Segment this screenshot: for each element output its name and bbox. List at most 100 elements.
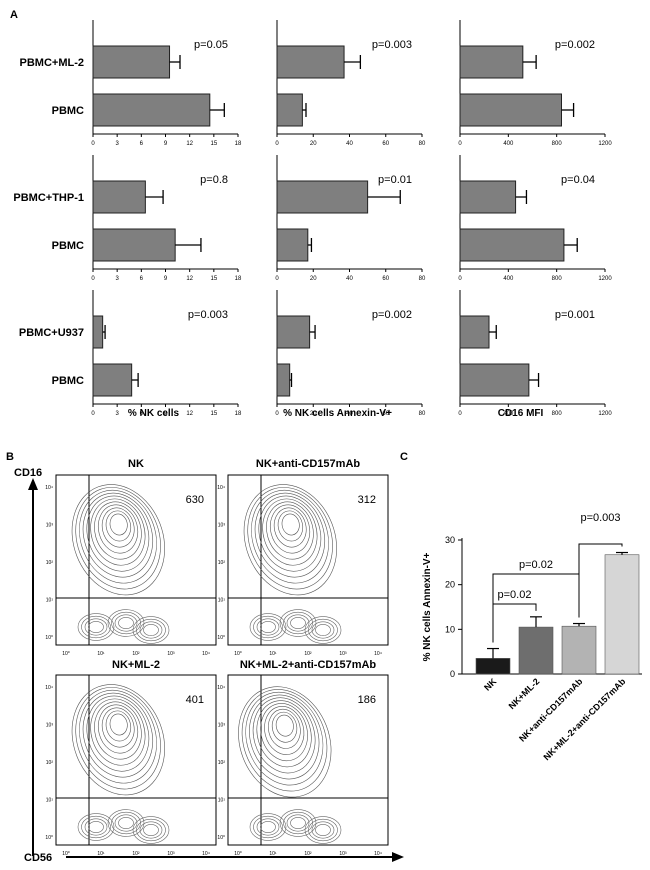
- contour-ring: [260, 703, 308, 762]
- contour-ring: [304, 816, 342, 844]
- bar-1: [92, 363, 133, 397]
- contour-ring: [79, 489, 157, 584]
- y-tick-label: 10: [445, 624, 455, 634]
- contour-ring: [247, 487, 333, 590]
- comparison-bracket-2: [578, 543, 623, 618]
- y-log-tick: 10²: [218, 560, 226, 566]
- contour-ring: [308, 618, 338, 642]
- bar-1: [276, 93, 303, 127]
- contour-ring: [97, 704, 139, 754]
- contour-ring: [249, 613, 287, 641]
- plot-frame: [227, 674, 389, 846]
- chart-r3c1: PBMC+U937 PBMC 0 3 6 9 12 15 18 p=0.003 % NK cells: [19, 290, 242, 419]
- p-value-annotation: p=0.01: [378, 174, 412, 186]
- x-tick-label: 40: [346, 411, 353, 417]
- x-log-tick: 10⁰: [234, 851, 242, 857]
- p-value-annotation: p=0.003: [372, 39, 412, 51]
- bar-1: [459, 363, 530, 397]
- y-log-tick: 10²: [218, 760, 226, 766]
- y-log-tick: 10³: [46, 523, 54, 529]
- contour-ring: [304, 616, 342, 644]
- y-axis-title: % NK cells Annexin-V+: [422, 552, 433, 661]
- x-tick-label: 1200: [598, 411, 612, 417]
- contour-ring: [71, 484, 165, 596]
- contour-ring: [82, 692, 153, 778]
- x-axis-title: CD16 MFI: [498, 408, 544, 419]
- contour-ring: [132, 816, 170, 844]
- contour-ring: [254, 492, 325, 578]
- x-tick-label: 18: [235, 276, 242, 282]
- plot-title: NK+anti-CD157mAb: [256, 458, 360, 470]
- contour-ring: [290, 617, 306, 629]
- x-tick-label: 18: [235, 411, 242, 417]
- contour-ring: [81, 615, 111, 639]
- contour-ring: [107, 609, 145, 637]
- x-tick-label: 0: [275, 141, 279, 147]
- x-log-tick: 10³: [167, 651, 175, 657]
- x-tick-label: 0: [275, 411, 279, 417]
- contour-ring: [249, 813, 287, 841]
- chart-r1c2: 0 20 40 60 80 p=0.003: [275, 20, 426, 147]
- p-value-annotation: p=0.05: [194, 39, 228, 51]
- x-log-tick: 10²: [304, 651, 312, 657]
- bar-0: [459, 45, 524, 79]
- x-tick-label: 15: [210, 411, 217, 417]
- x-log-tick: 10⁴: [202, 851, 210, 857]
- p-value-annotation: p=0.04: [561, 174, 595, 186]
- x-tick-label: 15: [210, 276, 217, 282]
- x-log-tick: 10²: [304, 851, 312, 857]
- panel-c-label: C: [400, 451, 408, 463]
- contour-ring: [136, 818, 166, 842]
- contour-ring: [111, 811, 141, 835]
- contour-ring: [90, 698, 146, 766]
- contour-ring: [143, 824, 159, 836]
- x-tick-label: 20: [310, 411, 317, 417]
- chart-r2c2: 0 20 40 60 80 p=0.01: [275, 155, 426, 282]
- contour-ring: [283, 611, 313, 635]
- x-tick-label: 3: [115, 141, 119, 147]
- contour-ring: [256, 618, 280, 636]
- contour-ring: [243, 484, 337, 596]
- contour-ring: [77, 613, 115, 641]
- contour-ring: [86, 495, 150, 572]
- contour-ring: [249, 694, 320, 780]
- x-tick-label: 0: [275, 276, 279, 282]
- chart-r1c3: 0 400 800 1200 p=0.002: [458, 20, 612, 147]
- mfi-value: 630: [186, 494, 204, 506]
- x-tick-label: 40: [346, 276, 353, 282]
- bar-1: [276, 363, 291, 397]
- contour-ring: [105, 710, 132, 742]
- x-tick-label: 6: [140, 411, 144, 417]
- category-label-1: PBMC: [52, 240, 84, 252]
- y-tick-label: 0: [450, 669, 455, 679]
- contour-ring: [245, 691, 324, 786]
- category-label-0: PBMC+ML-2: [20, 57, 84, 69]
- y-log-tick: 10¹: [218, 798, 226, 804]
- x-tick-label: 18: [235, 141, 242, 147]
- plot-title: NK+ML-2: [112, 659, 160, 671]
- contour-ring: [136, 618, 166, 642]
- contour-ring: [90, 498, 146, 566]
- y-log-tick: 10³: [218, 523, 226, 529]
- x-tick-label: 800: [552, 276, 563, 282]
- contour-ring: [286, 814, 310, 832]
- plot-title: NK+ML-2+anti-CD157mAb: [240, 659, 377, 671]
- panel-a-label: A: [10, 9, 18, 21]
- comparison-label-1: p=0.02: [519, 559, 553, 571]
- x-tick-label: 20: [310, 141, 317, 147]
- y-log-tick: 10¹: [218, 598, 226, 604]
- panel-b-contour-plots: CD16 CD56 NK 630 10⁰ 10⁰ 10¹ 10¹ 10² 10² 10³ 10³ 10⁴…: [14, 458, 404, 864]
- category-label-1: PBMC: [52, 375, 84, 387]
- x-tick-label: 80: [419, 411, 426, 417]
- contour-ring: [101, 707, 135, 748]
- contour-ring: [290, 817, 306, 829]
- x-tick-label: 9: [164, 411, 168, 417]
- contour-ring: [139, 621, 163, 639]
- category-label-0: NK: [482, 676, 499, 693]
- contour-ring: [252, 697, 316, 774]
- chart-r2c3: 0 400 800 1200 p=0.04: [458, 155, 612, 282]
- bar-1: [92, 93, 211, 127]
- contour-ring: [105, 510, 132, 542]
- comparison-label-0: p=0.02: [498, 589, 532, 601]
- x-tick-label: 0: [458, 276, 462, 282]
